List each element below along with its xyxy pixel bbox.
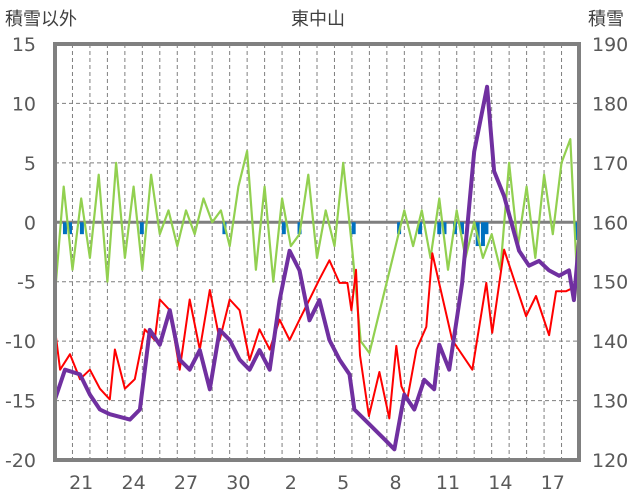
x-tick-label: 2: [285, 472, 297, 494]
left-tick-label: -15: [5, 391, 36, 413]
precip-bar: [139, 222, 144, 235]
x-tick-label: 21: [69, 472, 93, 494]
x-tick-label: 11: [436, 472, 460, 494]
green-series-line: [53, 138, 581, 355]
right-axis-title: 積雪: [588, 9, 624, 30]
axes: 15 10 5 0 -5 -10 -15 -20 190 180 170 160 150 140 130 12…: [5, 34, 628, 494]
right-tick-label: 180: [592, 93, 628, 115]
plot-frame: [53, 42, 581, 462]
precip-bar: [459, 222, 464, 235]
x-tick-label: 14: [488, 472, 512, 494]
x-tick-label: 27: [174, 472, 198, 494]
x-tick-label: 30: [226, 472, 250, 494]
x-tick-label: 17: [541, 472, 565, 494]
red-series-line: [54, 248, 577, 420]
left-tick-label: -5: [17, 272, 36, 294]
right-tick-label: 130: [592, 391, 628, 413]
precip-bar: [79, 222, 84, 235]
chart-title: 東中山: [291, 9, 345, 30]
left-tick-label: 0: [24, 212, 36, 234]
right-tick-label: 140: [592, 331, 628, 353]
right-tick-label: 160: [592, 212, 628, 234]
precip-bar: [442, 222, 447, 235]
right-tick-label: 120: [592, 450, 628, 472]
x-tick-label: 8: [390, 472, 402, 494]
purple-series-line: [53, 84, 581, 452]
precip-bar: [281, 222, 286, 235]
left-axis-title: 積雪以外: [5, 9, 77, 30]
precip-bar: [484, 222, 489, 235]
line-series: [53, 84, 581, 452]
x-tick-label: 5: [337, 472, 349, 494]
precip-bar: [437, 222, 442, 235]
precip-bar: [480, 222, 485, 247]
right-tick-label: 150: [592, 272, 628, 294]
precip-bar: [68, 222, 73, 235]
right-tick-label: 190: [592, 34, 628, 56]
left-tick-label: -10: [5, 331, 36, 353]
left-tick-label: 10: [12, 93, 36, 115]
precip-bar: [351, 222, 356, 235]
left-tick-label: 5: [24, 153, 36, 175]
left-tick-label: -20: [5, 450, 36, 472]
right-tick-label: 170: [592, 153, 628, 175]
left-tick-label: 15: [12, 34, 36, 56]
x-tick-label: 24: [122, 472, 146, 494]
precip-bar: [62, 222, 67, 235]
precip-bar: [418, 222, 423, 235]
